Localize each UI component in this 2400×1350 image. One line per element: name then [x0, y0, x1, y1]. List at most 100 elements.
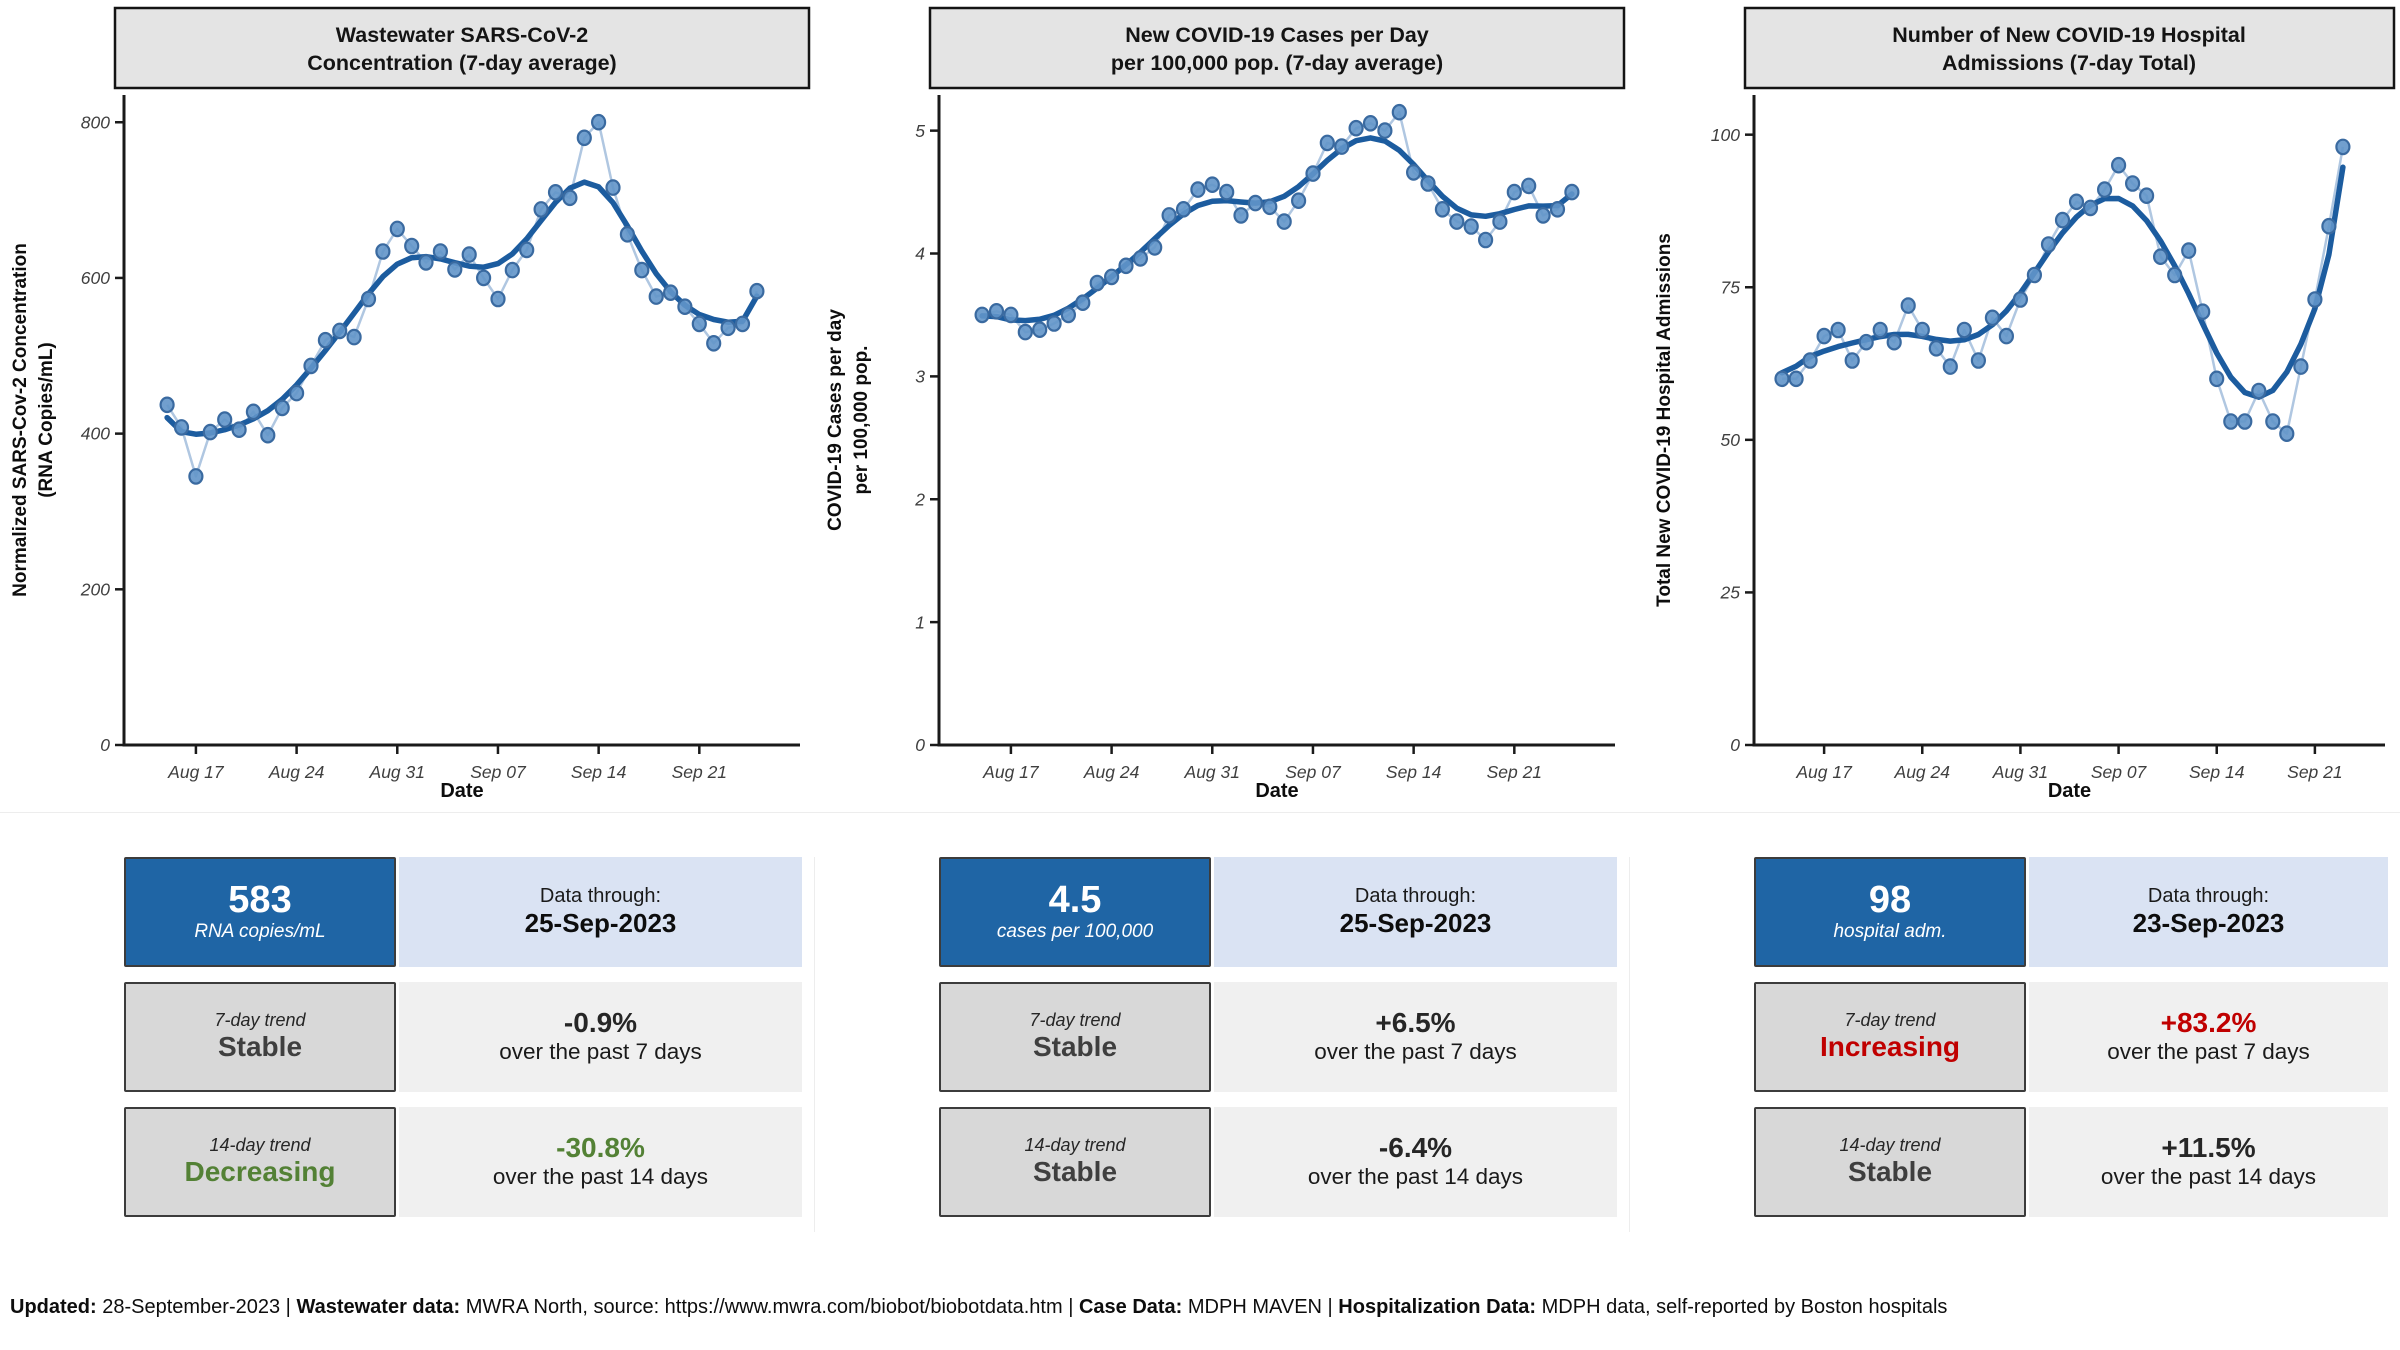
cases-7day-trend-band: +6.5% over the past 7 days	[1214, 982, 1617, 1092]
data-through-label: Data through:	[1354, 884, 1477, 907]
data-through-label: Data through:	[539, 884, 662, 907]
trend-label: 7-day trend	[1029, 1010, 1121, 1030]
data-point	[217, 411, 233, 428]
plot-area: 0 200 400 600 800 Aug 17 Aug 24 Aug 31 Sep 07 Sep…	[10, 95, 800, 802]
cases-chart-panel: New COVID-19 Cases per Day per 100,000 p…	[815, 0, 1630, 810]
data-point	[504, 261, 520, 279]
data-point	[1564, 183, 1580, 201]
data-point	[1233, 207, 1249, 224]
trend-status: Stable	[217, 1030, 303, 1062]
data-point	[1060, 306, 1076, 324]
cases-chart: New COVID-19 Cases per Day per 100,000 p…	[825, 6, 1626, 802]
chart-title: Concentration (7-day average)	[307, 51, 616, 75]
y-tick-label: 3	[915, 367, 925, 387]
data-point	[432, 243, 448, 260]
wastewater-value-box: 583 RNA copies/mL	[124, 857, 396, 967]
data-point	[1984, 309, 2000, 327]
x-tick-label: Sep 07	[1285, 762, 1342, 782]
data-point	[1132, 250, 1148, 267]
trend-label: 14-day trend	[209, 1135, 311, 1155]
chart-title: per 100,000 pop. (7-day average)	[1111, 51, 1443, 75]
x-tick-label: Aug 17	[167, 762, 225, 782]
data-point	[1319, 134, 1335, 152]
admissions-data-through-band: Data through: 23-Sep-2023	[2029, 857, 2388, 967]
cases-14day-trend-box: 14-day trend Stable	[939, 1107, 1211, 1217]
chart-title: New COVID-19 Cases per Day	[1125, 23, 1429, 47]
data-points	[159, 113, 765, 485]
data-through-label: Data through:	[2147, 884, 2270, 907]
data-point	[1161, 207, 1177, 224]
data-point	[2097, 181, 2113, 198]
data-point	[289, 384, 305, 402]
data-point	[2195, 303, 2211, 320]
data-through-date: 23-Sep-2023	[2132, 907, 2285, 938]
data-point	[1190, 181, 1206, 198]
y-tick-label: 100	[1711, 125, 1740, 145]
data-point	[1914, 321, 1930, 339]
data-point	[1032, 321, 1048, 338]
chart-title-strip: Wastewater SARS-CoV-2 Concentration (7-d…	[113, 6, 811, 90]
data-point	[2209, 370, 2225, 388]
data-point	[2293, 358, 2309, 375]
wastewater-data-through-band: Data through: 25-Sep-2023	[399, 857, 802, 967]
admissions-14day-trend-box: 14-day trend Stable	[1754, 1107, 2026, 1217]
wastewater-7day-trend-band: -0.9% over the past 7 days	[399, 982, 802, 1092]
cases-current-row: 4.5 cases per 100,000 Data through: 25-S…	[939, 857, 1617, 967]
data-point	[1535, 207, 1551, 224]
data-point	[1391, 103, 1407, 121]
cases-7day-trend-box: 7-day trend Stable	[939, 982, 1211, 1092]
trend-percent: -0.9%	[563, 1006, 638, 1038]
data-point	[2265, 413, 2281, 430]
data-point	[2181, 242, 2197, 259]
trend-label: 14-day trend	[1839, 1135, 1941, 1155]
cases-data-through-band: Data through: 25-Sep-2023	[1214, 857, 1617, 967]
chart-title: Admissions (7-day Total)	[1942, 51, 2196, 75]
admissions-7day-trend-band: +83.2% over the past 7 days	[2029, 982, 2388, 1092]
trend-percent: +83.2%	[2160, 1006, 2257, 1038]
data-point	[1549, 201, 1566, 218]
data-point	[2223, 413, 2239, 430]
data-point	[691, 315, 707, 333]
trend-percent: -6.4%	[1378, 1131, 1453, 1163]
y-tick-label: 400	[81, 424, 110, 444]
data-point	[2335, 138, 2351, 156]
trend-line	[164, 179, 760, 437]
data-point	[662, 284, 679, 301]
data-point	[2068, 193, 2085, 211]
data-point	[461, 246, 477, 263]
axes: 0 1 2 3 4 5 Aug 17 Aug 24 Aug 31 Sep 07 Sep 14 Sep …	[914, 95, 1615, 782]
chart-title: Wastewater SARS-CoV-2	[336, 23, 589, 47]
admissions-current-row: 98 hospital adm. Data through: 23-Sep-20…	[1754, 857, 2388, 967]
data-point	[1774, 370, 1790, 388]
wastewater-7day-trend-row: 7-day trend Stable -0.9% over the past 7…	[124, 982, 802, 1092]
trend-label: 7-day trend	[214, 1010, 306, 1030]
wastewater-chart: Wastewater SARS-CoV-2 Concentration (7-d…	[10, 6, 811, 802]
x-tick-label: Sep 07	[2091, 762, 2148, 782]
data-point	[720, 319, 736, 337]
data-point	[1477, 231, 1494, 249]
x-axis-title: Date	[1255, 780, 1298, 802]
data-point	[1262, 198, 1278, 216]
trend-description: over the past 14 days	[2100, 1164, 2317, 1190]
wastewater-card-column: 583 RNA copies/mL Data through: 25-Sep-2…	[0, 857, 815, 1232]
x-tick-label: Aug 31	[369, 762, 425, 782]
x-tick-label: Sep 14	[571, 762, 627, 782]
admissions-chart: Number of New COVID-19 Hospital Admissio…	[1654, 6, 2396, 802]
wastewater-14day-trend-box: 14-day trend Decreasing	[124, 1107, 396, 1217]
data-point	[2125, 175, 2141, 192]
y-axis-title: Total New COVID-19 Hospital Admissions	[1654, 233, 1675, 607]
cases-14day-trend-band: -6.4% over the past 14 days	[1214, 1107, 1617, 1217]
data-point	[1405, 164, 1422, 181]
data-point	[260, 426, 276, 444]
admissions-card-column: 98 hospital adm. Data through: 23-Sep-20…	[1630, 857, 2400, 1232]
data-point	[404, 237, 420, 255]
data-point	[2012, 291, 2028, 308]
wastewater-14day-trend-row: 14-day trend Decreasing -30.8% over the …	[124, 1107, 802, 1217]
y-tick-label: 75	[1721, 277, 1741, 297]
data-point	[317, 331, 333, 349]
trend-status: Decreasing	[184, 1155, 336, 1187]
data-point	[1788, 370, 1804, 388]
data-point	[1046, 315, 1062, 332]
data-point	[188, 468, 204, 485]
data-point	[1434, 201, 1451, 218]
